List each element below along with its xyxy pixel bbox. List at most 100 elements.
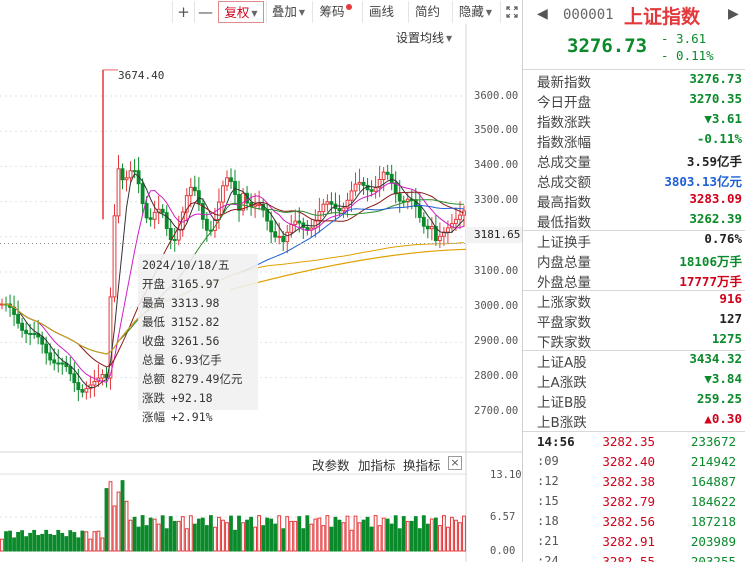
draw-lines-button[interactable]: 画线 (362, 1, 400, 23)
volume-bar (421, 515, 426, 552)
volume-header: 改参数 加指标 换指标 × (0, 452, 466, 474)
volume-bar (373, 515, 378, 552)
tooltip-value: 3152.82 (171, 315, 220, 329)
tick-vol: 214942 (690, 454, 736, 469)
stat-label: 最低指数 (537, 215, 591, 231)
candle-body (345, 199, 350, 209)
volume-bar (204, 525, 209, 552)
kline-chart[interactable] (0, 24, 522, 562)
stat-label: 最新指数 (537, 75, 591, 91)
tick-vol: 203255 (690, 554, 736, 562)
y-tick-label: 2800.00 (474, 370, 519, 382)
volume-bar (301, 528, 306, 552)
stat-value: 127 (719, 311, 742, 326)
modify-params-button[interactable]: 改参数 (312, 458, 350, 473)
volume-bar (208, 515, 213, 552)
chevron-down-icon: ▼ (251, 9, 258, 18)
stat-label: 上证A股 (537, 355, 587, 371)
prev-stock-icon[interactable]: ◀ (537, 6, 548, 22)
stat-label: 上B涨跌 (537, 415, 587, 431)
overlay-dropdown[interactable]: 叠加 ▼ (266, 1, 310, 23)
volume-bar (325, 515, 330, 552)
volume-bar (417, 528, 422, 552)
volume-bar (313, 518, 318, 552)
hide-dropdown[interactable]: 隐藏 ▼ (452, 1, 498, 23)
tooltip-label: 总额 (142, 372, 165, 386)
next-stock-icon[interactable]: ▶ (728, 6, 739, 22)
tooltip-row-low: 最低 3152.82 (142, 313, 254, 332)
close-icon: × (450, 456, 460, 469)
kline-chart-area[interactable]: 设置均线 ▼ 3674.40 3600.00 3500.00 3400.00 33… (0, 24, 522, 562)
candle-body (446, 227, 450, 233)
volume-bar (337, 519, 342, 552)
volume-bar (309, 523, 314, 552)
volume-bar (128, 519, 133, 552)
stat-row: 上涨家数 916 (523, 290, 745, 311)
volume-bar (52, 534, 57, 552)
candle-body (52, 359, 57, 364)
candle-body (32, 332, 37, 335)
close-indicator-button[interactable]: × (448, 456, 462, 470)
moving-average-line (2, 172, 465, 389)
moving-average-line (2, 182, 465, 383)
stat-value: 3803.13亿元 (664, 174, 742, 189)
volume-bar (24, 536, 29, 552)
candle-body (357, 181, 362, 185)
volume-bar (28, 532, 33, 552)
stat-label: 内盘总量 (537, 255, 591, 271)
volume-bar (192, 523, 197, 552)
simple-mode-button[interactable]: 简约 (408, 1, 446, 23)
volume-bar (152, 518, 157, 552)
candle-body (72, 373, 77, 384)
tick-row: :15 3282.79 184622 (523, 492, 745, 512)
add-indicator-button[interactable]: 加指标 (358, 458, 396, 473)
volume-bar (253, 526, 258, 552)
candle-body (297, 220, 302, 224)
volume-bar (104, 488, 109, 552)
divider (523, 69, 745, 70)
candle-body (317, 211, 322, 222)
stat-label: 总成交额 (537, 175, 591, 191)
candle-body (273, 231, 278, 238)
candle-body (433, 226, 438, 242)
tick-row: :09 3282.40 214942 (523, 452, 745, 472)
ma-settings-dropdown[interactable]: 设置均线 ▼ (396, 29, 452, 46)
adjust-price-dropdown[interactable]: 复权 ▼ (218, 1, 264, 23)
volume-bar (72, 532, 77, 552)
tick-vol: 233672 (690, 434, 736, 449)
volume-bar (112, 505, 117, 552)
volume-bar (12, 537, 16, 552)
candle-body (144, 203, 149, 219)
stat-value: 259.25 (696, 391, 742, 406)
tick-price: 3282.91 (602, 534, 655, 549)
volume-bar (40, 533, 45, 552)
y-tick-label: 3000.00 (474, 300, 519, 312)
tick-time: 14:56 (537, 434, 575, 449)
zoom-in-button[interactable]: + (172, 1, 194, 23)
volume-bar (156, 523, 161, 552)
volume-bar (20, 530, 25, 552)
fullscreen-button[interactable] (500, 1, 522, 23)
candle-body (40, 336, 45, 345)
volume-bar (333, 516, 338, 552)
candle-body (281, 235, 286, 243)
volume-bar (60, 532, 65, 552)
candle-body (458, 214, 462, 220)
y-tick-label: 2700.00 (474, 405, 519, 417)
volume-bar (225, 522, 229, 552)
volume-bar (425, 523, 430, 552)
candle-body (421, 216, 426, 227)
zoom-out-button[interactable]: — (194, 1, 216, 23)
volume-bar (245, 519, 249, 552)
tooltip-value: +92.18 (171, 391, 213, 405)
chevron-down-icon: ▼ (298, 8, 306, 17)
stat-value: 3262.39 (689, 211, 742, 226)
stat-value: 3276.73 (689, 71, 742, 86)
switch-indicator-button[interactable]: 换指标 (403, 458, 441, 473)
volume-bar (462, 515, 466, 552)
volume-bar (32, 529, 37, 552)
volume-bar (168, 516, 173, 552)
chips-button[interactable]: 筹码 (312, 1, 358, 23)
adjust-price-label: 复权 (224, 5, 250, 20)
